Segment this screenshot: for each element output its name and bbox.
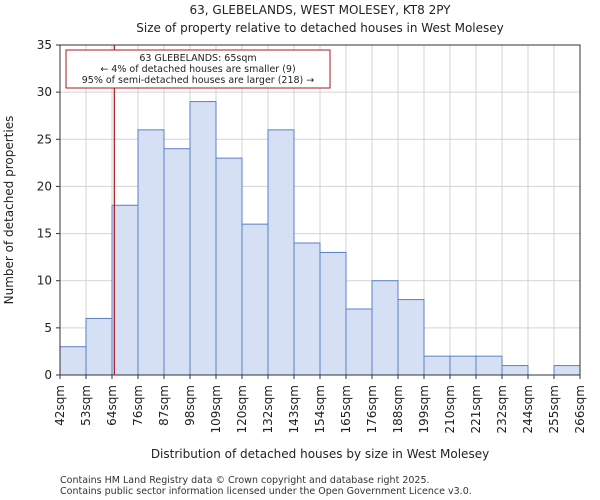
x-tick-label: 143sqm (287, 385, 301, 433)
bar-109sqm (215, 157, 243, 376)
y-tick-label: 15 (37, 227, 52, 241)
x-tick-label: 53sqm (79, 385, 93, 426)
bar-98sqm (189, 101, 217, 376)
bar-154sqm (319, 251, 347, 376)
x-tick-label: 154sqm (313, 385, 327, 433)
footer-line2: Contains public sector information licen… (60, 486, 472, 497)
bar-199sqm (423, 355, 451, 376)
bar-64sqm (111, 204, 139, 376)
x-tick-label: 266sqm (573, 385, 587, 433)
bar-221sqm (475, 355, 503, 376)
x-tick-label: 176sqm (365, 385, 379, 433)
bar-165sqm (345, 308, 373, 376)
x-tick-label: 132sqm (261, 385, 275, 433)
x-tick-label: 244sqm (521, 385, 535, 433)
y-axis-label: Number of detached properties (2, 116, 16, 305)
x-tick-label: 221sqm (469, 385, 483, 433)
bar-87sqm (163, 148, 191, 376)
x-tick-label: 87sqm (157, 385, 171, 426)
y-tick-label: 20 (37, 179, 52, 193)
x-tick-label: 109sqm (209, 385, 223, 433)
chart-title-line2: Size of property relative to detached ho… (136, 21, 504, 35)
bar-255sqm (553, 365, 581, 376)
annotation-box (65, 49, 331, 89)
bar-42sqm (59, 346, 87, 376)
y-tick-label: 5 (44, 321, 52, 335)
annotation-line: 95% of semi-detached houses are larger (… (82, 75, 315, 86)
y-tick-label: 25 (37, 132, 52, 146)
y-tick-label: 0 (44, 368, 52, 382)
x-tick-label: 199sqm (417, 385, 431, 433)
x-tick-label: 98sqm (183, 385, 197, 426)
x-tick-label: 42sqm (53, 385, 67, 426)
x-tick-label: 210sqm (443, 385, 457, 433)
y-tick-label: 35 (37, 38, 52, 52)
plot-area: 0 5 10 15 20 25 30 35 42sqm 53sqm 64sqm 76sqm 87sqm 9… (37, 38, 587, 433)
annotation-line: ← 4% of detached houses are smaller (9) (100, 64, 295, 75)
bar-210sqm (449, 355, 477, 376)
x-axis-label: Distribution of detached houses by size … (151, 447, 489, 461)
x-tick-label: 64sqm (105, 385, 119, 426)
y-tick-label: 30 (37, 85, 52, 99)
x-tick-label: 120sqm (235, 385, 249, 433)
y-tick-label: 10 (37, 274, 52, 288)
annotation-line: 63 GLEBELANDS: 65sqm (139, 53, 256, 64)
bar-53sqm (85, 317, 113, 376)
x-tick-label: 165sqm (339, 385, 353, 433)
x-tick-label: 76sqm (131, 385, 145, 426)
footer-line1: Contains HM Land Registry data © Crown c… (60, 475, 430, 486)
x-tick-label: 188sqm (391, 385, 405, 433)
x-tick-label: 232sqm (495, 385, 509, 433)
bar-232sqm (501, 365, 529, 376)
bar-143sqm (293, 242, 321, 376)
x-tick-label: 255sqm (547, 385, 561, 433)
bar-76sqm (137, 129, 165, 376)
bar-132sqm (267, 129, 295, 376)
bar-120sqm (241, 223, 269, 376)
bar-188sqm (397, 299, 425, 376)
chart-title-line1: 63, GLEBELANDS, WEST MOLESEY, KT8 2PY (190, 3, 452, 17)
bar-176sqm (371, 280, 399, 376)
